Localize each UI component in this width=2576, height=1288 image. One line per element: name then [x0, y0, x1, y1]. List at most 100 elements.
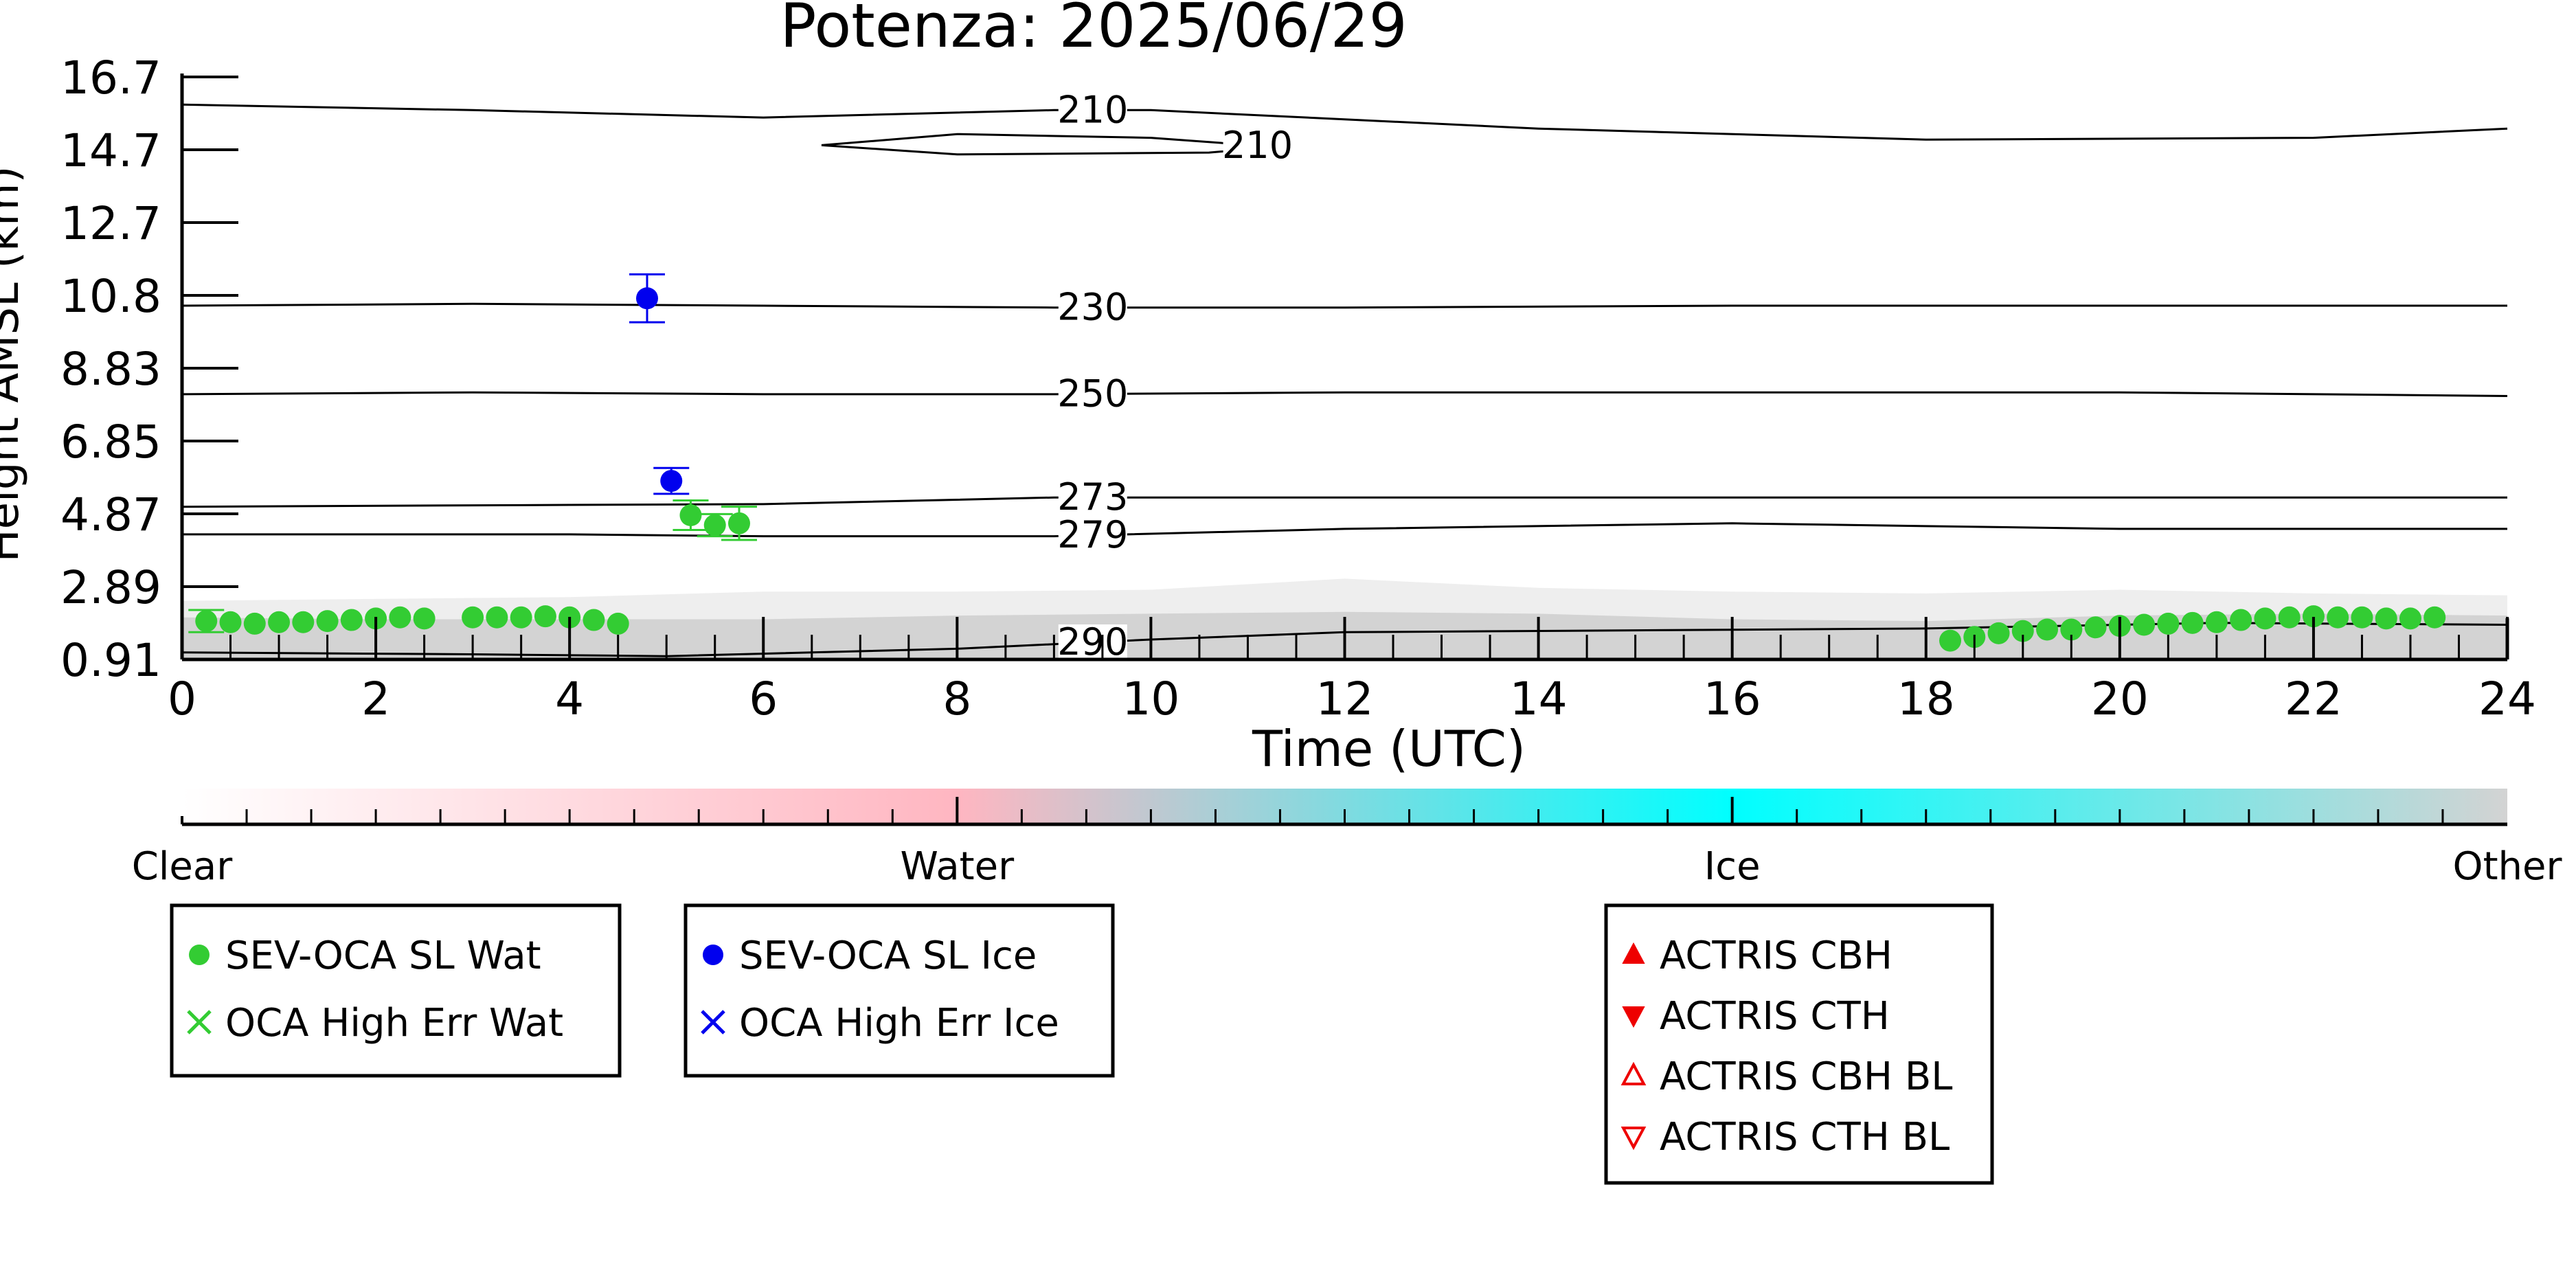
contour-label-bg [1058, 289, 1127, 326]
y-tick-label: 16.7 [60, 52, 161, 104]
contour-label-bg [1058, 517, 1127, 554]
legend-label: ACTRIS CTH [1660, 994, 1890, 1039]
y-tick-label: 2.89 [60, 561, 161, 614]
x-tick-label: 24 [2478, 673, 2536, 725]
data-point [583, 609, 605, 631]
data-point [462, 606, 484, 629]
contour-line [181, 391, 2508, 397]
y-tick-label: 0.91 [60, 634, 161, 687]
x-tick-label: 10 [1122, 673, 1179, 725]
x-tick-label: 2 [361, 673, 390, 725]
data-point [1939, 629, 1962, 652]
data-point [243, 612, 266, 635]
y-tick-label: 10.8 [60, 270, 161, 323]
contour-label: 230 [1057, 286, 1128, 329]
legend-triangle-up-icon [1622, 942, 1645, 964]
contour-label-bg [1223, 127, 1292, 163]
contour-line [181, 302, 2507, 309]
y-tick-label: 8.83 [60, 343, 161, 396]
legend-label: SEV-OCA SL Wat [225, 934, 541, 978]
data-point [679, 504, 702, 527]
data-point [219, 611, 242, 633]
data-points [188, 273, 2446, 652]
x-tick-label: 14 [1510, 673, 1568, 725]
legend-circle-icon [703, 945, 723, 965]
x-tick-label: 18 [1897, 673, 1955, 725]
legend-label: ACTRIS CBH [1660, 934, 1893, 978]
data-point [2230, 609, 2252, 631]
data-point [2375, 607, 2397, 630]
contour-label-bg [1058, 92, 1127, 128]
colorbar-label: Other [2452, 844, 2562, 889]
x-tick-label: 0 [168, 673, 196, 725]
legend-triangle-down-icon [1620, 1127, 1647, 1151]
data-point [268, 611, 291, 633]
legend-label: SEV-OCA SL Ice [739, 934, 1037, 978]
data-point [486, 606, 508, 629]
legend-label: ACTRIS CTH BL [1660, 1115, 1950, 1160]
legend-label: OCA High Err Wat [225, 1001, 563, 1046]
x-tick-label: 22 [2285, 673, 2342, 725]
contour-label: 273 [1057, 475, 1128, 519]
data-point [534, 605, 556, 628]
colorbar-label: Water [901, 844, 1015, 889]
data-point [2254, 607, 2276, 630]
data-point [2133, 613, 2156, 636]
contour-label: 210 [1222, 124, 1293, 167]
data-point [660, 470, 683, 493]
data-point [2011, 620, 2034, 642]
contour-line [182, 522, 2507, 538]
x-axis-label: Time (UTC) [1252, 720, 1526, 778]
contour-label: 210 [1057, 88, 1128, 131]
data-point [2060, 618, 2083, 641]
x-tick-label: 6 [749, 673, 778, 725]
legend-triangle-down-icon [1622, 1006, 1645, 1028]
data-point [2084, 616, 2107, 639]
data-point [195, 610, 218, 633]
legend-cross-icon [701, 1010, 725, 1035]
data-point [2205, 611, 2228, 633]
data-point [2302, 605, 2325, 628]
cloud-phase-colorbar: Clear Water Ice Other [132, 789, 2562, 889]
contour-label: 290 [1057, 620, 1128, 664]
y-axis-label: Height AMSL (km) [0, 166, 29, 563]
x-tick-label: 8 [942, 673, 971, 725]
data-point [2157, 612, 2180, 635]
data-point [292, 611, 315, 633]
data-point [316, 610, 339, 633]
data-point [2424, 606, 2446, 629]
contour-label-bg [1058, 624, 1127, 661]
data-point [2181, 611, 2204, 634]
colorbar-label: Ice [1704, 844, 1761, 889]
legend-circle-icon [189, 945, 210, 965]
legends: SEV-OCA SL Wat OCA High Err Wat SEV-OCA SL… [170, 903, 1994, 1185]
legend-label: OCA High Err Ice [739, 1001, 1059, 1046]
data-point [727, 512, 750, 534]
data-point [2327, 606, 2349, 629]
contour-label: 279 [1057, 513, 1128, 556]
legend-label: ACTRIS CBH BL [1660, 1054, 1952, 1099]
y-tick-label: 6.85 [60, 416, 161, 468]
data-point [340, 609, 363, 631]
legend-box [683, 903, 1115, 1078]
contour-line [821, 133, 1277, 156]
data-point [413, 607, 436, 630]
y-tick-label: 14.7 [60, 124, 161, 177]
y-tick-label: 12.7 [60, 197, 161, 250]
data-point [636, 287, 658, 310]
contour-label-bg [1058, 479, 1127, 516]
x-tick-label: 12 [1316, 673, 1374, 725]
data-point [2399, 607, 2421, 630]
contour-label-bg [1058, 376, 1127, 412]
contour-line [181, 103, 2508, 141]
data-point [510, 606, 532, 629]
contour-label: 250 [1057, 372, 1128, 416]
legend-box [1604, 903, 1994, 1185]
chart-title: Potenza: 2025/06/29 [780, 0, 1407, 61]
colorbar-label: Clear [132, 844, 233, 889]
data-point [2351, 606, 2373, 629]
x-tick-label: 4 [555, 673, 584, 725]
